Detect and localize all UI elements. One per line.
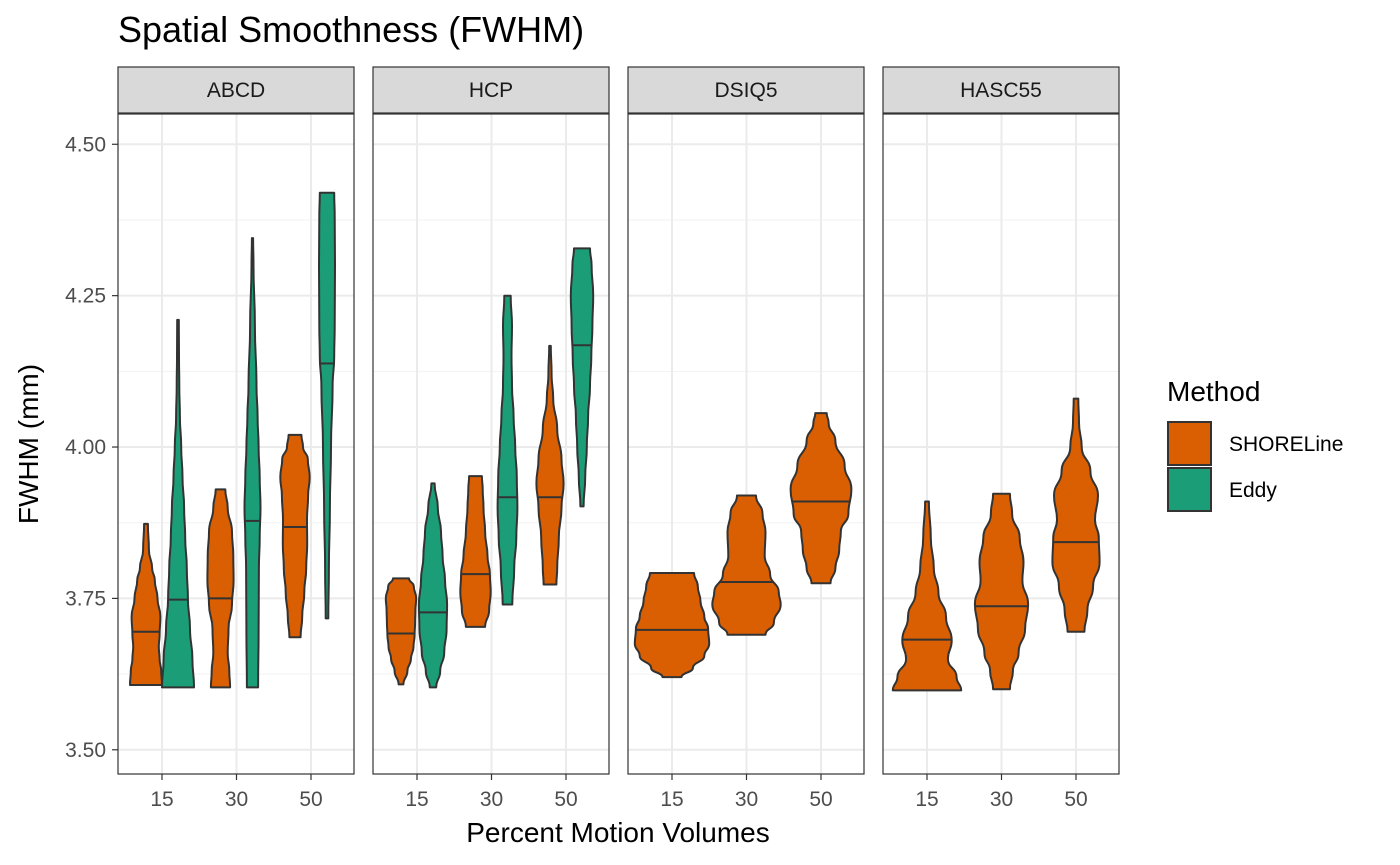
facet-strip	[882, 66, 1120, 114]
x-tick-label: 30	[480, 788, 503, 811]
violin-shoreline-50	[789, 412, 853, 585]
violin-shoreline-50	[535, 344, 565, 586]
panel-dsiq5: DSIQ5 15 30 50	[627, 66, 865, 811]
violin-shoreline-15	[129, 522, 163, 686]
facet-label: HCP	[469, 79, 513, 102]
x-axis-title: Percent Motion Volumes	[466, 817, 770, 848]
panel-hcp: HCP 15 30 50	[372, 66, 610, 811]
legend-key-eddy	[1167, 467, 1212, 512]
violin-shoreline-30	[206, 488, 235, 689]
y-tick-label: 4.50	[65, 133, 106, 156]
facet-strip	[627, 66, 865, 114]
legend-title: Method	[1167, 376, 1260, 407]
x-tick-label: 15	[660, 788, 683, 811]
panel-border	[372, 113, 610, 775]
x-tick-label: 30	[735, 788, 758, 811]
y-axis: 3.50 3.75 4.00 4.25 4.50	[65, 133, 118, 762]
x-tick-label: 15	[405, 788, 428, 811]
x-tick-label: 30	[225, 788, 248, 811]
violin-eddy-30	[243, 237, 262, 689]
x-tick-label: 15	[915, 788, 938, 811]
legend-key-shoreline	[1167, 421, 1212, 466]
violin-eddy-15	[161, 318, 195, 689]
violin-shoreline-15	[891, 500, 963, 692]
panel-abcd: ABCD 15 30 50	[117, 66, 355, 811]
violin-eddy-15	[417, 482, 449, 689]
y-tick-label: 4.00	[65, 436, 106, 459]
facet-strip	[372, 66, 610, 114]
panel-hasc55: HASC55 15 30 50	[882, 66, 1120, 811]
violin-shoreline-50	[279, 433, 311, 639]
violin-shoreline-30	[711, 494, 782, 636]
facet-label: DSIQ5	[714, 79, 777, 102]
x-tick-label: 15	[150, 788, 173, 811]
legend-label-eddy: Eddy	[1229, 479, 1277, 502]
facet-panels: ABCD 15 30 50 HCP 15 30 50 DSIQ5 15 30 50 HASC55 15 30…	[117, 66, 1120, 811]
facet-label: ABCD	[207, 79, 265, 102]
violin-shoreline-15	[384, 577, 418, 686]
facet-label: HASC55	[960, 79, 1042, 102]
y-tick-label: 4.25	[65, 285, 106, 308]
x-tick-label: 50	[809, 788, 832, 811]
chart-title: Spatial Smoothness (FWHM)	[118, 9, 584, 50]
violin-eddy-50	[569, 247, 595, 508]
y-tick-label: 3.75	[65, 587, 106, 610]
panel-border	[117, 113, 355, 775]
violin-shoreline-30	[973, 492, 1030, 691]
y-axis-title: FWHM (mm)	[13, 364, 44, 524]
facet-strip	[117, 66, 355, 114]
panel-border	[627, 113, 865, 775]
legend: Method SHORELine Eddy	[1167, 376, 1343, 512]
x-tick-label: 50	[299, 788, 322, 811]
x-tick-label: 50	[1064, 788, 1087, 811]
legend-label-shoreline: SHORELine	[1229, 433, 1343, 456]
violin-shoreline-30	[459, 475, 492, 628]
violin-shoreline-15	[633, 572, 711, 679]
violin-eddy-30	[496, 294, 519, 606]
panel-border	[882, 113, 1120, 775]
y-tick-label: 3.50	[65, 739, 106, 762]
violin-shoreline-50	[1051, 397, 1101, 633]
x-tick-label: 30	[990, 788, 1013, 811]
violin-eddy-50	[318, 191, 336, 620]
x-tick-label: 50	[554, 788, 577, 811]
